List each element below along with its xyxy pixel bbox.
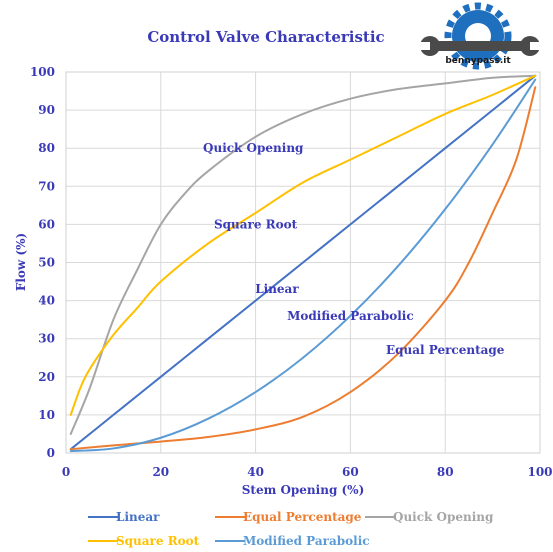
y-tick-label: 50: [38, 256, 55, 270]
plot-area-border: [65, 71, 541, 454]
x-tick-label: 60: [342, 465, 359, 479]
series-line-linear: [69, 74, 537, 451]
legend-label-equal-percentage: Equal Percentage: [243, 510, 362, 524]
annotation-linear: Linear: [255, 282, 299, 296]
series-line-quick-opening: [69, 74, 537, 435]
y-tick-label: 10: [38, 408, 55, 422]
series-group: [69, 74, 537, 453]
x-tick-label: 20: [152, 465, 169, 479]
annotation-quick-opening: Quick Opening: [203, 141, 304, 155]
axes: 0 10 20 30 40 50 60 70 80 90 100 0 20 40 60 80 100: [30, 65, 553, 479]
y-axis-title: Flow (%): [14, 233, 28, 291]
y-tick-label: 20: [38, 370, 55, 384]
y-tick-label: 40: [38, 294, 55, 308]
legend-label-square-root: Square Root: [116, 534, 200, 548]
annotation-modified-parabolic: Modified Parabolic: [287, 309, 414, 323]
y-tick-label: 30: [38, 332, 55, 346]
chart-title: Control Valve Characteristic: [147, 28, 384, 46]
y-tick-label: 90: [38, 103, 55, 117]
y-tick-label: 100: [30, 65, 55, 79]
legend-label-quick-opening: Quick Opening: [393, 510, 494, 524]
x-tick-label: 0: [62, 465, 70, 479]
annotation-square-root: Square Root: [214, 217, 298, 231]
x-tick-label: 40: [247, 465, 264, 479]
grid: [65, 71, 541, 454]
legend-label-modified-parabolic: Modified Parabolic: [243, 534, 370, 548]
series-line-square-root: [69, 74, 537, 416]
x-tick-label: 80: [437, 465, 454, 479]
logo: bennypass.it: [420, 2, 540, 70]
y-tick-label: 0: [47, 446, 55, 460]
logo-text: bennypass.it: [445, 56, 511, 66]
annotations: Quick Opening Square Root Linear Modified P…: [203, 141, 505, 357]
annotation-equal-percentage: Equal Percentage: [386, 343, 505, 357]
series-line-modified-parabolic: [69, 78, 537, 453]
y-tick-label: 70: [38, 179, 55, 193]
series-line-equal-percentage: [69, 86, 537, 451]
legend: Linear Equal Percentage Quick Opening Squar…: [88, 510, 494, 548]
y-tick-label: 80: [38, 141, 55, 155]
legend-label-linear: Linear: [116, 510, 160, 524]
x-axis-title: Stem Opening (%): [242, 483, 365, 497]
wrench-icon: [420, 36, 540, 56]
y-tick-label: 60: [38, 217, 55, 231]
x-tick-label: 100: [527, 465, 552, 479]
